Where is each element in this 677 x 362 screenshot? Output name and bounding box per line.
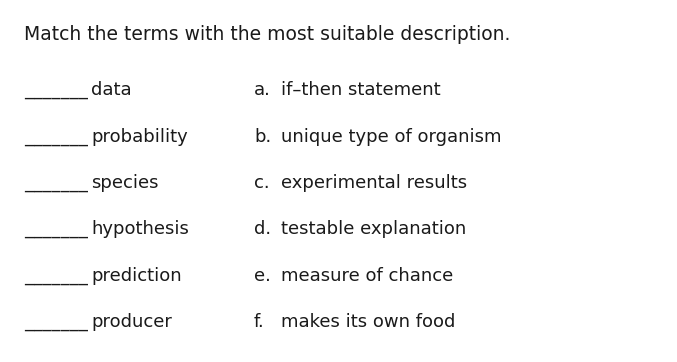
Text: testable explanation: testable explanation bbox=[281, 220, 466, 239]
Text: _______: _______ bbox=[24, 267, 87, 285]
Text: measure of chance: measure of chance bbox=[281, 267, 453, 285]
Text: a.: a. bbox=[254, 81, 271, 100]
Text: experimental results: experimental results bbox=[281, 174, 467, 192]
Text: f.: f. bbox=[254, 313, 265, 331]
Text: _______: _______ bbox=[24, 313, 87, 331]
Text: _______: _______ bbox=[24, 174, 87, 192]
Text: unique type of organism: unique type of organism bbox=[281, 128, 502, 146]
Text: _______: _______ bbox=[24, 220, 87, 239]
Text: c.: c. bbox=[254, 174, 269, 192]
Text: if–then statement: if–then statement bbox=[281, 81, 441, 100]
Text: b.: b. bbox=[254, 128, 271, 146]
Text: _______: _______ bbox=[24, 81, 87, 100]
Text: Match the terms with the most suitable description.: Match the terms with the most suitable d… bbox=[24, 25, 510, 44]
Text: d.: d. bbox=[254, 220, 271, 239]
Text: probability: probability bbox=[91, 128, 188, 146]
Text: data: data bbox=[91, 81, 132, 100]
Text: makes its own food: makes its own food bbox=[281, 313, 456, 331]
Text: hypothesis: hypothesis bbox=[91, 220, 190, 239]
Text: species: species bbox=[91, 174, 159, 192]
Text: prediction: prediction bbox=[91, 267, 182, 285]
Text: e.: e. bbox=[254, 267, 271, 285]
Text: _______: _______ bbox=[24, 128, 87, 146]
Text: producer: producer bbox=[91, 313, 172, 331]
